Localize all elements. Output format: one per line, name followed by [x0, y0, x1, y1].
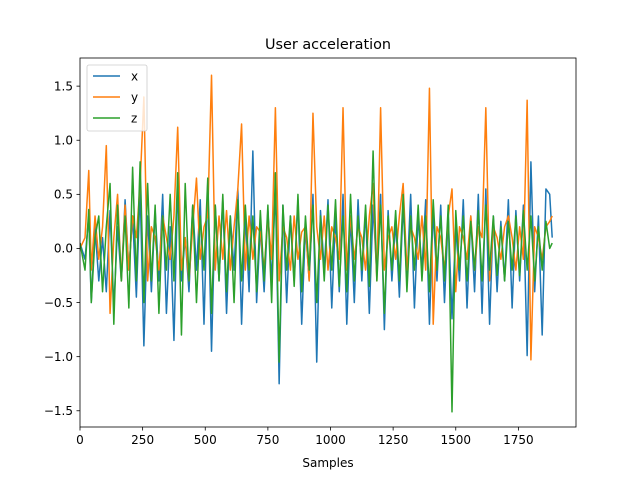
x-axis: 0 250 500 750 1000 1250 1500 1750 — [76, 427, 534, 447]
y-tick-label: 1.5 — [54, 79, 73, 93]
series-line-z — [80, 150, 553, 413]
x-tick-label: 250 — [131, 433, 154, 447]
plot-frame — [79, 57, 577, 428]
x-tick-label: 1000 — [315, 433, 346, 447]
legend: xyz — [86, 64, 148, 132]
series-layer — [80, 74, 553, 413]
x-tick-label: 1750 — [503, 433, 534, 447]
x-tick-label: 0 — [76, 433, 84, 447]
legend-label-x: x — [131, 69, 138, 83]
x-tick-label: 750 — [256, 433, 279, 447]
x-tick-label: 500 — [194, 433, 217, 447]
y-tick-label: 0.5 — [54, 188, 73, 202]
x-tick-label: 1500 — [440, 433, 471, 447]
legend-label-z: z — [131, 111, 137, 125]
y-tick-label: −0.5 — [44, 296, 73, 310]
legend-label-y: y — [131, 90, 138, 104]
chart-title: User acceleration — [265, 37, 391, 53]
x-axis-label: Samples — [302, 456, 353, 470]
series-line-x — [80, 150, 553, 385]
legend-box — [86, 64, 148, 132]
x-tick-label: 1250 — [378, 433, 409, 447]
y-tick-label: 0.0 — [54, 242, 73, 256]
y-tick-label: 1.0 — [54, 133, 73, 147]
y-tick-label: −1.5 — [44, 404, 73, 418]
y-tick-label: −1.0 — [44, 350, 73, 364]
y-axis: −1.5 −1.0 −0.5 0.0 0.5 1.0 1.5 — [44, 79, 80, 418]
